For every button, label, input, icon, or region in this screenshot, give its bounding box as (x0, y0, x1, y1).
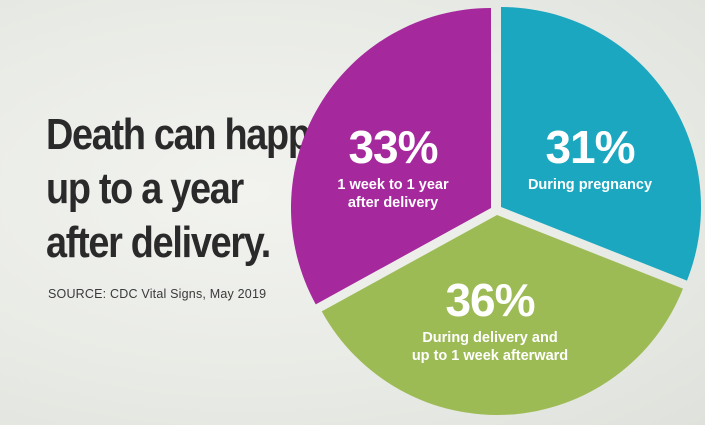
slice-percent-label: 31% (545, 121, 634, 173)
source-note: SOURCE: CDC Vital Signs, May 2019 (48, 287, 267, 301)
slice-category-label: During delivery and (422, 330, 557, 346)
pie-slice (501, 7, 701, 281)
slice-category-label: 1 week to 1 year (337, 177, 449, 193)
pie-slice (290, 8, 491, 305)
pie-slice (321, 215, 683, 415)
slice-category-label: after delivery (348, 195, 438, 211)
headline-line-2: up to a year (46, 164, 244, 213)
slice-percent-label: 36% (445, 274, 534, 326)
slice-percent-label: 33% (348, 121, 437, 173)
pie-slices (290, 7, 701, 415)
slice-category-label: up to 1 week afterward (412, 348, 568, 364)
headline-line-3: after delivery. (46, 218, 271, 267)
pie-labels: 31% During pregnancy 36% During delivery an… (337, 121, 652, 364)
slice-category-label: During pregnancy (528, 177, 652, 193)
